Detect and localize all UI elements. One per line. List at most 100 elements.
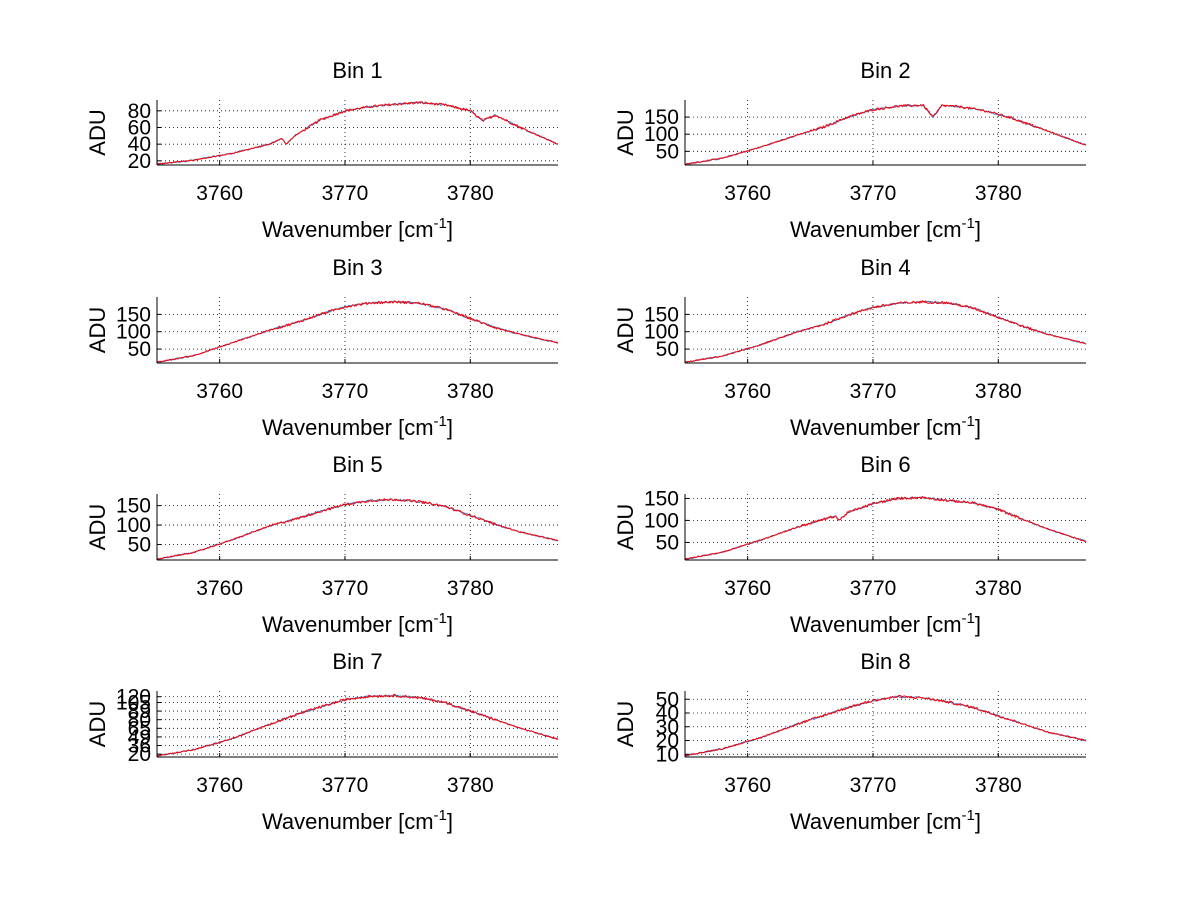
y-axis-label: ADU: [85, 109, 110, 155]
y-tick-label: 80: [128, 100, 151, 123]
panel-title: Bin 7: [332, 649, 382, 674]
x-axis-label: Wavenumber [cm-1]: [790, 413, 981, 440]
series-line-blue: [156, 694, 559, 757]
y-tick-label: 20: [128, 150, 151, 173]
panel-title: Bin 1: [332, 58, 382, 83]
series-line-blue: [684, 695, 1087, 757]
x-tick-label: 3770: [322, 182, 369, 205]
y-tick-label: 50: [656, 531, 679, 554]
x-axis-label: Wavenumber [cm-1]: [262, 215, 453, 242]
y-tick-label: 40: [128, 133, 151, 156]
series-line-blue: [156, 101, 559, 165]
y-tick-label: 65: [128, 717, 151, 740]
y-tick-label: 150: [644, 106, 679, 129]
series-line-blue: [156, 498, 559, 560]
x-tick-label: 3760: [196, 774, 243, 797]
y-tick-label: 120: [116, 686, 151, 709]
y-axis-label: ADU: [613, 504, 638, 550]
x-tick-label: 3780: [447, 577, 494, 600]
y-axis-label: ADU: [613, 109, 638, 155]
y-axis-label: ADU: [613, 701, 638, 747]
panel-title: Bin 3: [332, 255, 382, 280]
y-tick-label: 50: [656, 688, 679, 711]
y-tick-label: 150: [644, 487, 679, 510]
x-axis-label: Wavenumber [cm-1]: [262, 413, 453, 440]
x-tick-label: 3780: [975, 182, 1022, 205]
y-tick-label: 20: [128, 743, 151, 766]
x-tick-label: 3780: [447, 774, 494, 797]
panel-title: Bin 2: [860, 58, 910, 83]
y-tick-label: 40: [656, 702, 679, 725]
x-tick-label: 3780: [447, 182, 494, 205]
x-tick-label: 3770: [850, 182, 897, 205]
y-tick-label: 50: [128, 533, 151, 556]
y-tick-label: 80: [128, 709, 151, 732]
series-line: [684, 300, 1087, 363]
y-tick-label: 30: [656, 716, 679, 739]
x-tick-label: 3760: [724, 577, 771, 600]
x-tick-label: 3760: [724, 182, 771, 205]
x-axis-label: Wavenumber [cm-1]: [262, 610, 453, 637]
x-tick-label: 3780: [975, 380, 1022, 403]
panel-title: Bin 6: [860, 452, 910, 477]
y-tick-label: 100: [116, 514, 151, 537]
x-tick-label: 3780: [447, 380, 494, 403]
x-axis-label: Wavenumber [cm-1]: [790, 215, 981, 242]
y-tick-label: 100: [116, 321, 151, 344]
series-line: [684, 496, 1087, 560]
x-tick-label: 3760: [724, 380, 771, 403]
y-axis-label: ADU: [85, 307, 110, 353]
series-line: [156, 300, 559, 363]
x-tick-label: 3770: [850, 774, 897, 797]
y-tick-label: 50: [656, 338, 679, 361]
x-axis-label: Wavenumber [cm-1]: [790, 610, 981, 637]
x-tick-label: 3770: [322, 380, 369, 403]
series-line: [684, 694, 1087, 757]
series-line-blue: [684, 496, 1087, 561]
y-tick-label: 50: [656, 140, 679, 163]
x-axis-label: Wavenumber [cm-1]: [262, 807, 453, 834]
y-tick-label: 36: [128, 735, 151, 758]
y-tick-label: 50: [128, 338, 151, 361]
x-tick-label: 3760: [196, 577, 243, 600]
x-tick-label: 3770: [850, 380, 897, 403]
x-tick-label: 3780: [975, 577, 1022, 600]
y-tick-label: 100: [644, 123, 679, 146]
series-line: [156, 693, 559, 757]
x-tick-label: 3760: [196, 182, 243, 205]
panel-title: Bin 5: [332, 452, 382, 477]
y-tick-label: 150: [644, 303, 679, 326]
x-tick-label: 3760: [196, 380, 243, 403]
x-axis-label: Wavenumber [cm-1]: [790, 807, 981, 834]
y-tick-label: 10: [656, 743, 679, 766]
series-line: [156, 498, 559, 560]
y-tick-label: 89: [128, 700, 151, 723]
panel-title: Bin 4: [860, 255, 910, 280]
y-axis-label: ADU: [85, 504, 110, 550]
y-tick-label: 100: [644, 321, 679, 344]
y-tick-label: 100: [644, 509, 679, 532]
y-tick-label: 20: [656, 730, 679, 753]
y-axis-label: ADU: [613, 307, 638, 353]
x-tick-label: 3770: [850, 577, 897, 600]
x-tick-label: 3770: [322, 774, 369, 797]
series-line: [156, 101, 558, 165]
x-tick-label: 3770: [322, 577, 369, 600]
y-tick-label: 150: [116, 495, 151, 518]
x-tick-label: 3780: [975, 774, 1022, 797]
panel-title: Bin 8: [860, 649, 910, 674]
y-axis-label: ADU: [85, 701, 110, 747]
x-tick-label: 3760: [724, 774, 771, 797]
y-tick-label: 150: [116, 303, 151, 326]
y-tick-label: 105: [116, 691, 151, 714]
y-tick-label: 60: [128, 117, 151, 140]
